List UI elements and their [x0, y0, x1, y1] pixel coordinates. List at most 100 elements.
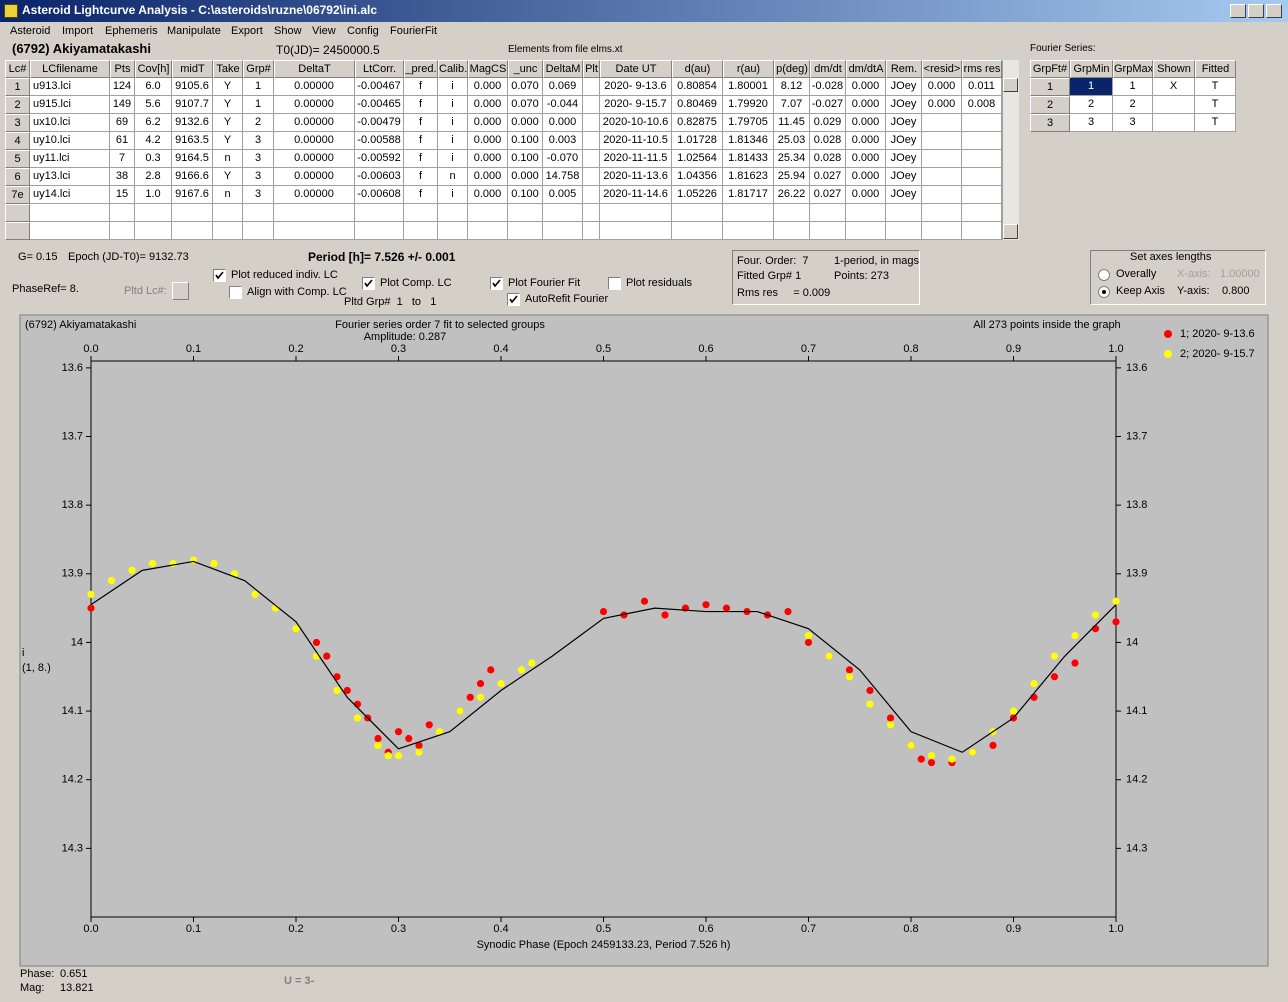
table-cell[interactable]	[922, 150, 962, 168]
table-cell[interactable]: 0.000	[468, 132, 508, 150]
table-cell[interactable]	[438, 204, 468, 222]
table-cell[interactable]	[274, 204, 355, 222]
table-cell[interactable]: 25.94	[774, 168, 810, 186]
table-cell[interactable]: uy14.lci	[30, 186, 110, 204]
radio[interactable]	[1098, 286, 1110, 298]
table-cell[interactable]	[583, 168, 600, 186]
table-header[interactable]: Lc#	[5, 60, 30, 78]
table-cell[interactable]	[110, 204, 135, 222]
table-header[interactable]: Rem.	[886, 60, 922, 78]
table-cell[interactable]: JOey	[886, 150, 922, 168]
table-cell[interactable]	[274, 222, 355, 240]
table-cell[interactable]: 9163.5	[172, 132, 213, 150]
table-cell[interactable]: 0.000	[846, 114, 886, 132]
table-cell[interactable]: 5.6	[135, 96, 172, 114]
fourier-cell[interactable]: 2	[1113, 96, 1153, 114]
table-cell[interactable]: f	[404, 186, 438, 204]
table-cell[interactable]: 1.05226	[672, 186, 723, 204]
checkbox-label[interactable]: Align with Comp. LC	[247, 286, 347, 298]
table-cell[interactable]	[922, 114, 962, 132]
table-cell[interactable]: f	[404, 132, 438, 150]
table-cell[interactable]: 0.000	[468, 114, 508, 132]
row-header[interactable]: 1	[5, 78, 30, 96]
table-cell[interactable]	[30, 204, 110, 222]
table-cell[interactable]: JOey	[886, 186, 922, 204]
close-button[interactable]	[1266, 4, 1282, 18]
radio-label[interactable]: Keep Axis	[1116, 285, 1165, 297]
table-cell[interactable]: 2020- 9-15.7	[600, 96, 672, 114]
table-cell[interactable]: 0.80469	[672, 96, 723, 114]
table-cell[interactable]: 3	[243, 168, 274, 186]
table-cell[interactable]	[508, 204, 543, 222]
fourier-cell[interactable]: 2	[1070, 96, 1113, 114]
table-cell[interactable]: 2020-11-14.6	[600, 186, 672, 204]
table-cell[interactable]: 0.000	[922, 78, 962, 96]
checkbox-label[interactable]: Plot reduced indiv. LC	[231, 269, 338, 281]
checkbox[interactable]	[507, 293, 520, 306]
table-cell[interactable]: 0.80854	[672, 78, 723, 96]
table-header[interactable]: Cov[h]	[135, 60, 172, 78]
menu-item[interactable]: Manipulate	[167, 25, 221, 37]
table-cell[interactable]	[962, 114, 1002, 132]
table-cell[interactable]: uy13.lci	[30, 168, 110, 186]
menu-item[interactable]: Import	[62, 25, 94, 37]
table-cell[interactable]: 0.029	[810, 114, 846, 132]
row-header[interactable]: 3	[5, 114, 30, 132]
table-cell[interactable]: 9164.5	[172, 150, 213, 168]
table-cell[interactable]: 0.000	[468, 96, 508, 114]
table-cell[interactable]	[243, 204, 274, 222]
table-cell[interactable]: Y	[213, 78, 243, 96]
row-header[interactable]	[5, 222, 30, 240]
table-cell[interactable]	[922, 186, 962, 204]
table-cell[interactable]: 0.000	[846, 186, 886, 204]
table-cell[interactable]: Y	[213, 132, 243, 150]
table-cell[interactable]: 11.45	[774, 114, 810, 132]
table-cell[interactable]: 0.100	[508, 132, 543, 150]
table-cell[interactable]: 0.000	[468, 150, 508, 168]
table-header[interactable]: midT	[172, 60, 213, 78]
row-header[interactable]: 5	[5, 150, 30, 168]
table-cell[interactable]	[922, 168, 962, 186]
table-cell[interactable]	[774, 222, 810, 240]
table-header[interactable]: Grp#	[243, 60, 274, 78]
table-cell[interactable]: 1	[243, 96, 274, 114]
table-cell[interactable]: Y	[213, 168, 243, 186]
menu-item[interactable]: Config	[347, 25, 379, 37]
table-cell[interactable]	[922, 204, 962, 222]
table-cell[interactable]: 1.0	[135, 186, 172, 204]
table-cell[interactable]: 0.100	[508, 186, 543, 204]
table-cell[interactable]: JOey	[886, 114, 922, 132]
fourier-cell[interactable]: 3	[1113, 114, 1153, 132]
table-cell[interactable]	[438, 222, 468, 240]
table-cell[interactable]: i	[438, 114, 468, 132]
table-header[interactable]: rms res	[962, 60, 1002, 78]
table-cell[interactable]: 0.00000	[274, 150, 355, 168]
table-cell[interactable]: 0.027	[810, 168, 846, 186]
table-cell[interactable]: 2020- 9-13.6	[600, 78, 672, 96]
table-cell[interactable]: 0.005	[543, 186, 583, 204]
table-cell[interactable]: u915.lci	[30, 96, 110, 114]
table-cell[interactable]: JOey	[886, 78, 922, 96]
table-cell[interactable]	[355, 204, 404, 222]
table-cell[interactable]	[543, 204, 583, 222]
table-cell[interactable]: 0.028	[810, 132, 846, 150]
table-cell[interactable]: 0.000	[508, 114, 543, 132]
table-cell[interactable]: 0.000	[468, 186, 508, 204]
table-cell[interactable]: JOey	[886, 132, 922, 150]
checkbox[interactable]	[362, 277, 375, 290]
table-cell[interactable]	[774, 204, 810, 222]
table-cell[interactable]	[846, 204, 886, 222]
checkbox[interactable]	[229, 286, 242, 299]
checkbox[interactable]	[608, 277, 621, 290]
table-header[interactable]: _pred.	[404, 60, 438, 78]
table-cell[interactable]: 1	[243, 78, 274, 96]
table-cell[interactable]: JOey	[886, 96, 922, 114]
table-cell[interactable]	[922, 132, 962, 150]
row-header[interactable]	[5, 204, 30, 222]
table-cell[interactable]: 1.81623	[723, 168, 774, 186]
table-scrollbar[interactable]	[1002, 60, 1019, 240]
table-cell[interactable]	[583, 114, 600, 132]
fourier-cell[interactable]: T	[1195, 96, 1236, 114]
fourier-header[interactable]: GrpMax	[1113, 60, 1153, 78]
table-cell[interactable]: 0.000	[846, 168, 886, 186]
